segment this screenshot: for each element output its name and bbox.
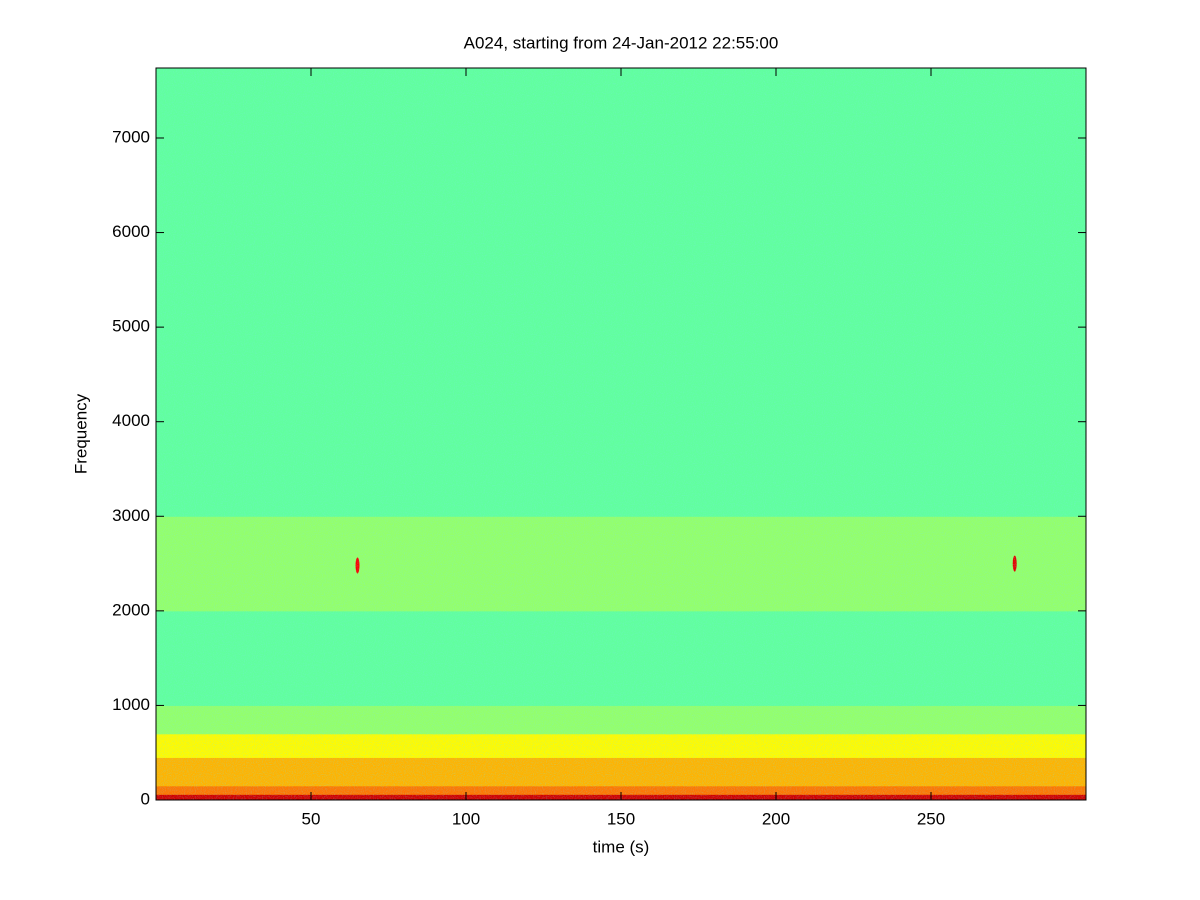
chart-title: A024, starting from 24-Jan-2012 22:55:00 [464, 33, 779, 52]
x-axis-label: time (s) [593, 837, 650, 856]
x-tick-label: 50 [302, 809, 321, 828]
y-tick-label: 2000 [112, 600, 150, 619]
x-tick-label: 100 [452, 809, 480, 828]
texture [156, 68, 1086, 800]
y-axis-label: Frequency [71, 393, 90, 474]
y-tick-label: 7000 [112, 127, 150, 146]
y-tick-label: 6000 [112, 222, 150, 241]
y-tick-label: 1000 [112, 695, 150, 714]
x-tick-label: 150 [607, 809, 635, 828]
y-tick-label: 5000 [112, 317, 150, 336]
x-tick-label: 250 [917, 809, 945, 828]
y-tick-label: 0 [141, 789, 150, 808]
y-tick-label: 3000 [112, 506, 150, 525]
y-tick-label: 4000 [112, 411, 150, 430]
x-tick-label: 200 [762, 809, 790, 828]
